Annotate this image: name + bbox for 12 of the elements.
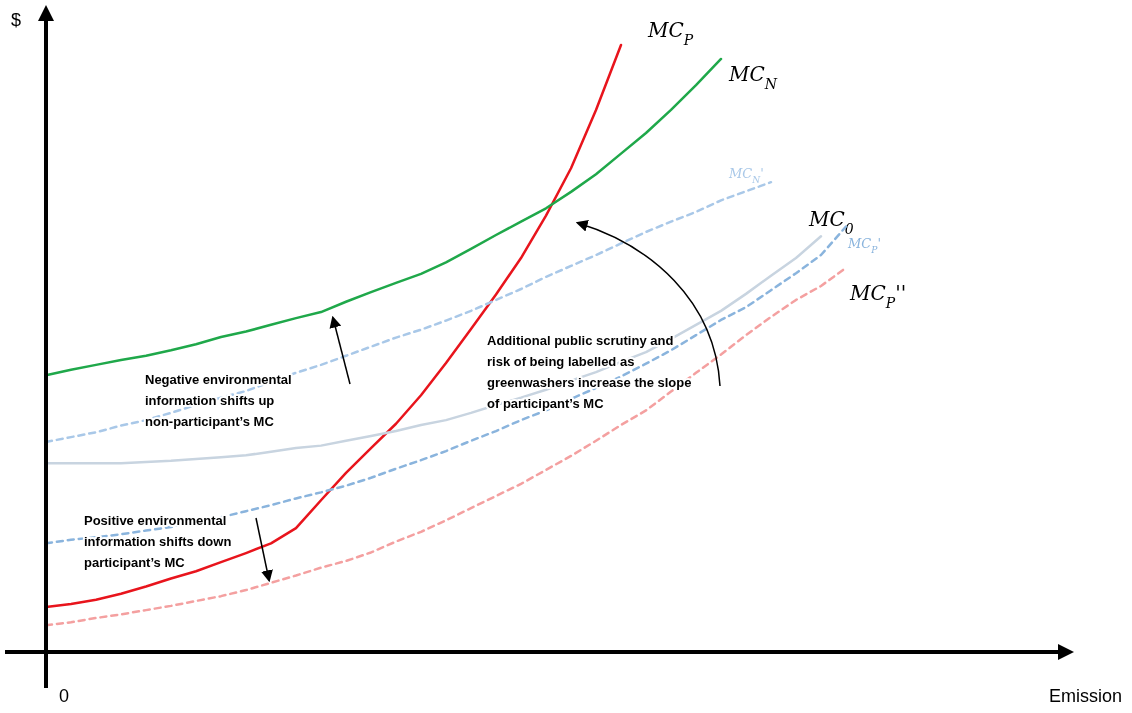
series-label: MC$_{N}$' bbox=[728, 166, 764, 186]
series-label: MC$_{P}$' bbox=[847, 236, 881, 256]
series-label: MC$_{N}$ bbox=[728, 61, 778, 92]
text: 0 bbox=[58, 686, 70, 706]
annotation: Positive environmental information shifts down participant’s MC bbox=[84, 513, 232, 570]
series-label: MC$_{P}$'' bbox=[849, 280, 907, 311]
text: Emission bbox=[1048, 686, 1122, 706]
annotation: Additional public scrutiny and risk of being labelled as greenwashers increase the slope of participant’s MC bbox=[487, 333, 692, 411]
y-axis-title: $ bbox=[10, 10, 22, 30]
series-label: MC$_{P}$ bbox=[647, 18, 694, 48]
series-label: MC$_{0}$ bbox=[808, 207, 854, 238]
annotation: Negative environmental information shifts up non-participant’s MC bbox=[145, 372, 292, 429]
